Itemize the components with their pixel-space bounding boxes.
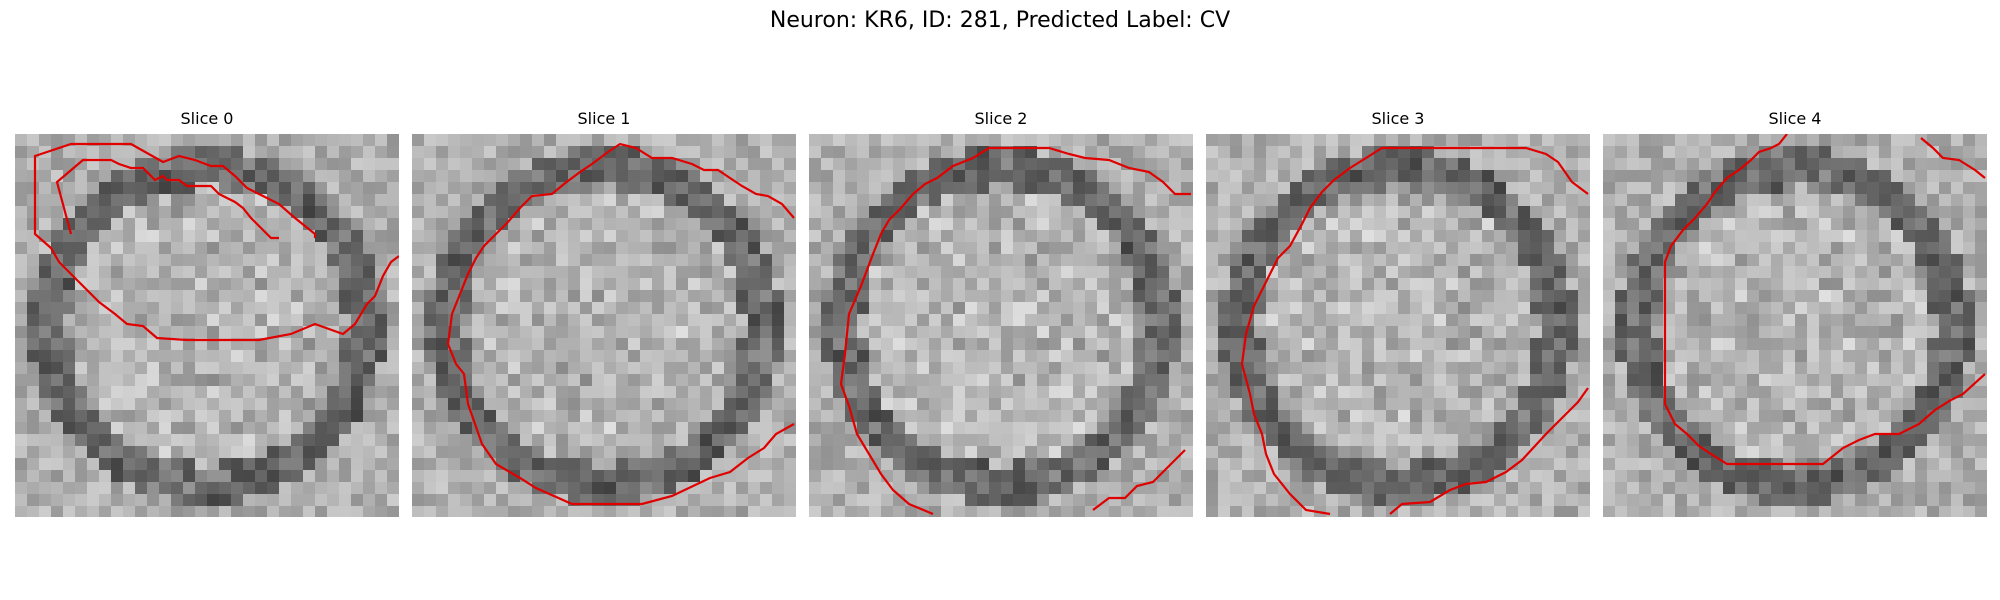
slice-image — [809, 134, 1193, 517]
slice-image — [1603, 134, 1987, 517]
slice-panel: Slice 3 — [1206, 108, 1590, 517]
slice-image — [1206, 134, 1590, 517]
slice-title: Slice 3 — [1206, 108, 1590, 130]
slice-pixels — [15, 134, 399, 517]
slice-panel: Slice 1 — [412, 108, 796, 517]
slice-pixels — [809, 134, 1193, 517]
slice-panel: Slice 0 — [15, 108, 399, 517]
slice-panel: Slice 2 — [809, 108, 1193, 517]
slice-title: Slice 2 — [809, 108, 1193, 130]
slice-panel: Slice 4 — [1603, 108, 1987, 517]
slice-title: Slice 1 — [412, 108, 796, 130]
slice-pixels — [1206, 134, 1590, 517]
slice-title: Slice 4 — [1603, 108, 1987, 130]
figure-title: Neuron: KR6, ID: 281, Predicted Label: C… — [0, 6, 2000, 36]
slice-image — [412, 134, 796, 517]
slice-pixels — [412, 134, 796, 517]
slice-image — [15, 134, 399, 517]
slice-pixels — [1603, 134, 1987, 517]
slice-title: Slice 0 — [15, 108, 399, 130]
